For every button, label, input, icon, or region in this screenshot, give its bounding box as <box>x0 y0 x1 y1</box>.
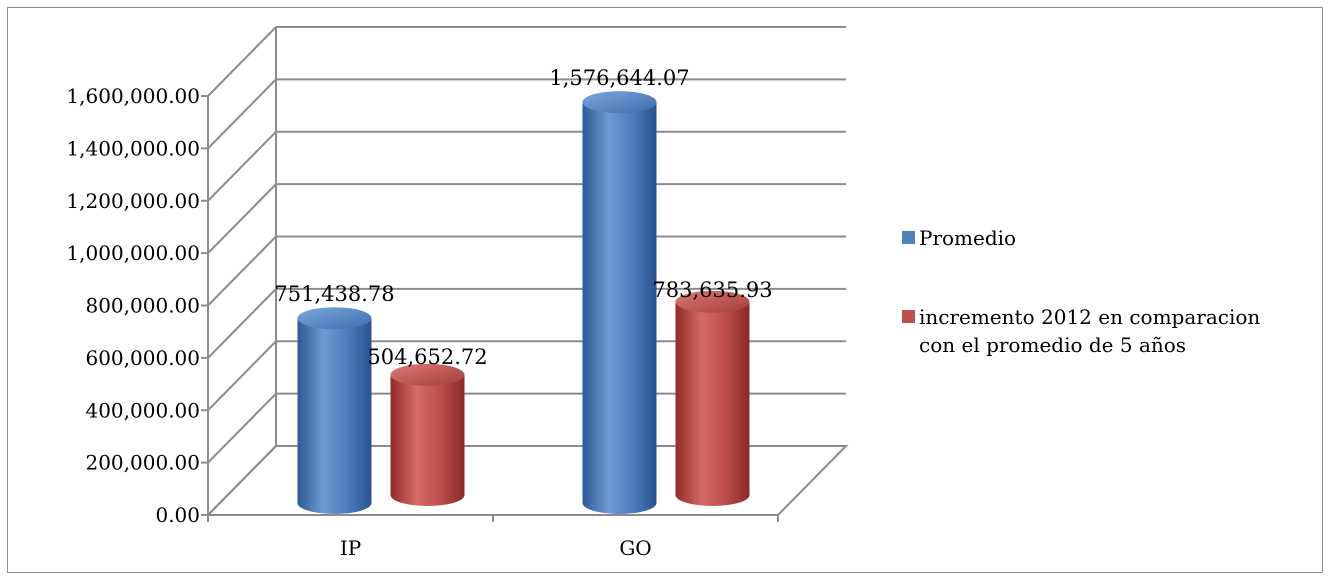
gridline-side <box>207 392 277 464</box>
bar-top <box>390 363 465 386</box>
bar <box>390 363 465 506</box>
chart-border <box>7 7 1323 573</box>
bar <box>582 91 657 515</box>
bar-top <box>675 290 750 313</box>
legend-label: incremento 2012 en comparacion <box>919 305 1260 329</box>
gridline-side <box>207 340 277 411</box>
bar-top <box>297 307 372 330</box>
data-label: 1,576,644.07 <box>549 66 689 90</box>
gridline-side <box>207 131 277 202</box>
bar-body <box>582 102 657 515</box>
legend-swatch <box>902 310 915 323</box>
y-tick-label: 1,000,000.00 <box>66 241 200 265</box>
gridline-side <box>207 183 277 254</box>
bar-body <box>297 318 372 515</box>
y-tick-label: 800,000.00 <box>85 294 200 318</box>
legend-item: Promedio <box>902 226 1016 250</box>
x-tick-label: IP <box>340 536 361 560</box>
bar-top <box>582 91 657 114</box>
gridline-side <box>207 235 277 307</box>
legend-item: incremento 2012 en comparacion con el pro… <box>902 305 1260 357</box>
gridline-side <box>207 288 277 359</box>
bars <box>297 91 750 515</box>
data-labels: 751,438.78 504,652.72 1,576,644.07 783,635.… <box>274 66 772 369</box>
data-label: 504,652.72 <box>367 345 487 369</box>
data-label: 783,635.93 <box>652 278 772 302</box>
y-tick-label: 600,000.00 <box>85 346 200 370</box>
bar-body <box>675 301 750 506</box>
y-tick-label: 0.00 <box>155 503 200 527</box>
floor <box>205 445 849 516</box>
legend-swatch <box>902 231 915 244</box>
gridline-side <box>207 26 277 97</box>
y-tick-label: 1,400,000.00 <box>66 136 200 160</box>
y-tick-label: 1,200,000.00 <box>66 189 200 213</box>
x-tick-label: GO <box>619 536 651 560</box>
y-tick-label: 1,600,000.00 <box>66 84 200 108</box>
legend-label: Promedio <box>919 226 1016 250</box>
data-label: 751,438.78 <box>274 282 394 306</box>
grid <box>205 26 849 516</box>
bar <box>675 290 750 506</box>
legend: Promedio incremento 2012 en comparacion co… <box>902 226 1260 357</box>
bar <box>297 307 372 515</box>
bar-body <box>390 374 465 506</box>
axes: 0.00 200,000.00 400,000.00 600,000.00 800,00… <box>66 84 779 560</box>
gridline-side <box>207 78 277 150</box>
legend-label: con el promedio de 5 años <box>919 333 1186 357</box>
y-tick-label: 400,000.00 <box>85 398 200 422</box>
y-tick-label: 200,000.00 <box>85 451 200 475</box>
